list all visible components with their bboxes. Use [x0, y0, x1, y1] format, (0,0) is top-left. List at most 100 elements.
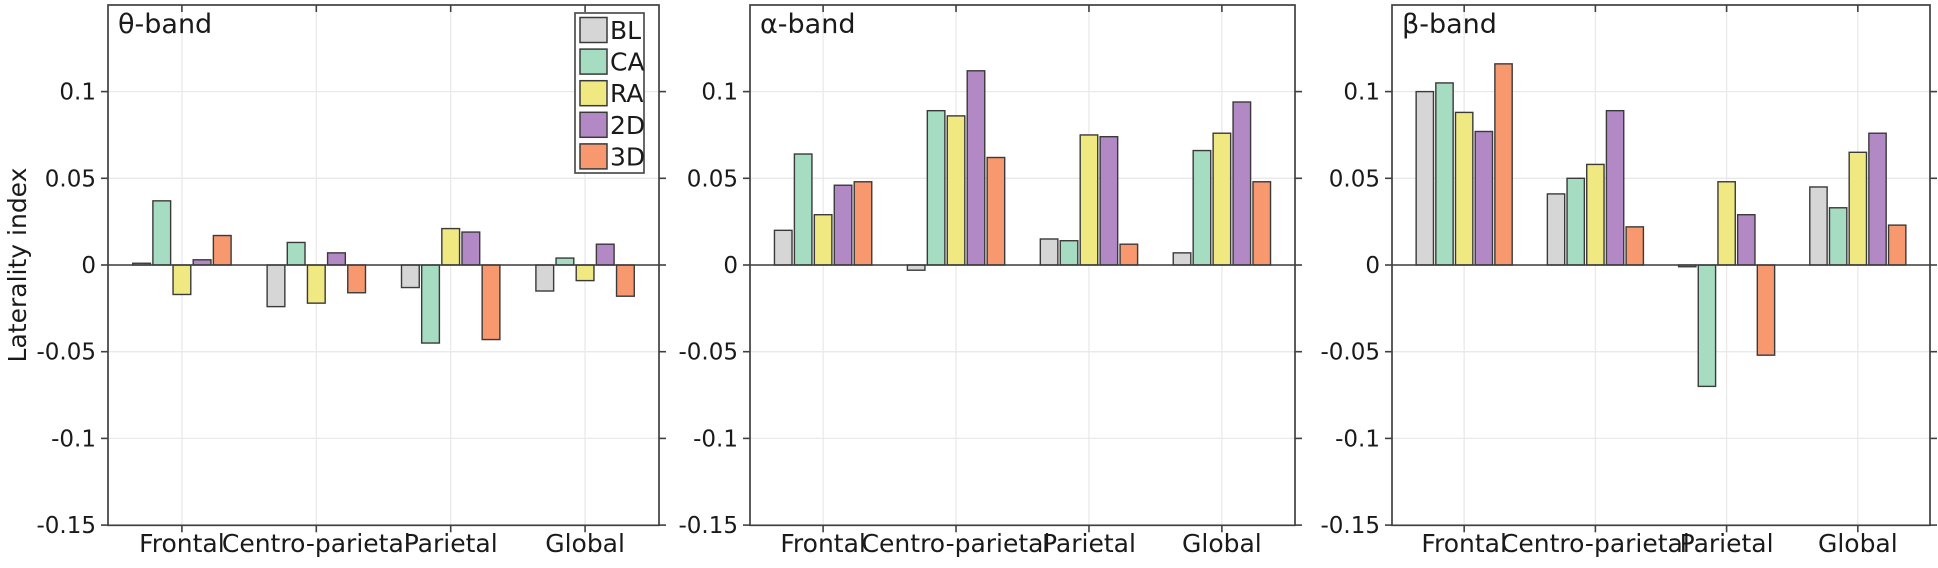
- bar-θ-Frontal-RA: [172, 264, 192, 296]
- x-category-label: Parietal: [1680, 529, 1774, 558]
- bar-θ-Global-3D: [615, 264, 635, 297]
- x-category-label: Centro-parietal: [1501, 529, 1690, 558]
- bar-α-Parietal-3D: [1119, 243, 1139, 266]
- y-tick-label: 0.1: [1343, 80, 1380, 106]
- bar-β-Frontal-RA: [1454, 111, 1474, 266]
- bar-α-Parietal-CA: [1059, 240, 1079, 266]
- bar-α-Global-RA: [1212, 132, 1232, 266]
- bar-α-Centro-parietal-3D: [986, 156, 1006, 266]
- y-tick-label: 0.05: [687, 166, 738, 192]
- bar-θ-Parietal-CA: [420, 264, 441, 344]
- bar-α-Global-CA: [1192, 149, 1212, 266]
- x-category-label: Frontal: [1421, 529, 1507, 558]
- y-tick-label: 0: [81, 253, 96, 279]
- bar-θ-Centro-parietal-BL: [266, 264, 286, 308]
- bar-β-Parietal-2D: [1736, 214, 1756, 266]
- bar-θ-Global-BL: [535, 264, 555, 292]
- bar-β-Global-RA: [1848, 151, 1868, 266]
- panel-alpha-band: 0.1 0.05 0 -0.05 -0.1 -0.15 FrontalCentro-pari…: [678, 4, 1302, 558]
- bar-β-Global-3D: [1887, 224, 1907, 266]
- bar-α-Global-BL: [1172, 252, 1192, 266]
- y-tick-label: 0: [723, 253, 738, 279]
- y-tick-label: 0: [1365, 253, 1380, 279]
- bar-θ-Centro-parietal-2D: [326, 252, 347, 266]
- bar-α-Frontal-RA: [813, 214, 833, 266]
- bar-β-Parietal-RA: [1717, 181, 1736, 266]
- x-category-label: Centro-parietal: [222, 529, 411, 558]
- bar-α-Frontal-CA: [793, 153, 813, 266]
- bar-α-Frontal-2D: [833, 184, 853, 266]
- bar-α-Parietal-BL: [1039, 238, 1059, 266]
- bar-θ-Frontal-3D: [212, 234, 232, 266]
- y-tick-label: 0.1: [701, 80, 738, 106]
- bar-β-Global-2D: [1868, 132, 1887, 266]
- legend-swatch-BL: [579, 16, 608, 44]
- bar-θ-Centro-parietal-3D: [347, 264, 367, 294]
- legend-label: BL: [610, 16, 641, 45]
- bar-β-Frontal-2D: [1474, 130, 1494, 266]
- y-tick-label: -0.05: [1320, 340, 1380, 366]
- panel-title: β-band: [1402, 9, 1497, 40]
- x-category-label: Global: [1818, 529, 1898, 558]
- bar-θ-Global-CA: [555, 257, 575, 266]
- bar-α-Global-2D: [1232, 101, 1252, 266]
- y-tick-label: 0.1: [59, 80, 96, 106]
- bar-β-Parietal-CA: [1697, 264, 1717, 388]
- y-tick-label: -0.15: [1320, 513, 1380, 539]
- bar-β-Frontal-BL: [1415, 90, 1435, 266]
- y-tick-label: -0.1: [1335, 426, 1380, 452]
- y-tick-label: -0.15: [678, 513, 738, 539]
- bar-β-Centro-parietal-3D: [1625, 226, 1645, 266]
- y-tick-label: -0.05: [36, 340, 96, 366]
- x-category-label: Global: [545, 529, 625, 558]
- x-category-label: Frontal: [139, 529, 225, 558]
- bar-β-Centro-parietal-BL: [1546, 193, 1566, 266]
- bar-θ-Centro-parietal-RA: [306, 264, 326, 304]
- bar-α-Parietal-RA: [1079, 134, 1099, 266]
- bar-α-Global-3D: [1252, 181, 1272, 266]
- bar-β-Centro-parietal-RA: [1586, 163, 1605, 266]
- x-category-label: Parietal: [1042, 529, 1136, 558]
- x-category-label: Centro-parietal: [862, 529, 1051, 558]
- bar-β-Centro-parietal-CA: [1566, 177, 1586, 266]
- panel-title: α-band: [760, 9, 855, 40]
- bar-θ-Parietal-2D: [461, 231, 481, 266]
- bar-θ-Global-RA: [575, 264, 595, 282]
- bar-θ-Parietal-RA: [441, 227, 461, 266]
- bar-θ-Frontal-CA: [152, 200, 172, 266]
- y-tick-label: -0.05: [678, 340, 738, 366]
- bar-β-Parietal-3D: [1756, 264, 1776, 356]
- x-category-label: Frontal: [780, 529, 866, 558]
- bar-α-Frontal-3D: [853, 181, 873, 266]
- legend-label: RA: [610, 79, 643, 108]
- bar-β-Global-CA: [1828, 207, 1848, 266]
- bar-β-Frontal-3D: [1494, 63, 1513, 266]
- panel-beta-band: 0.1 0.05 0 -0.05 -0.1 -0.15 FrontalCentro-pari…: [1320, 4, 1937, 558]
- bar-β-Frontal-CA: [1435, 82, 1454, 266]
- bar-θ-Global-2D: [595, 243, 615, 266]
- bar-β-Global-BL: [1809, 186, 1828, 266]
- legend-label: 2D: [610, 111, 645, 140]
- x-category-label: Global: [1182, 529, 1262, 558]
- bar-α-Centro-parietal-CA: [926, 109, 946, 266]
- legend-swatch-CA: [579, 48, 608, 75]
- bar-α-Centro-parietal-2D: [966, 70, 986, 266]
- panel-theta-band: 0.1 0.05 0 -0.05 -0.1 -0.15 FrontalCentro-pari…: [36, 4, 666, 558]
- legend-swatch-2D: [579, 111, 608, 139]
- bar-α-Parietal-2D: [1099, 135, 1119, 266]
- y-axis-label: Laterality index: [3, 168, 32, 363]
- y-tick-label: 0.05: [45, 166, 96, 192]
- legend-swatch-RA: [579, 79, 608, 107]
- legend-swatch-3D: [579, 143, 608, 170]
- x-category-label: Parietal: [404, 529, 498, 558]
- legend-label: CA: [610, 48, 645, 77]
- y-tick-label: -0.1: [51, 426, 96, 452]
- legend-label: 3D: [610, 142, 645, 171]
- y-tick-label: 0.05: [1329, 166, 1380, 192]
- bar-α-Centro-parietal-RA: [946, 115, 966, 266]
- y-tick-label: -0.15: [36, 513, 96, 539]
- bar-α-Frontal-BL: [773, 229, 793, 266]
